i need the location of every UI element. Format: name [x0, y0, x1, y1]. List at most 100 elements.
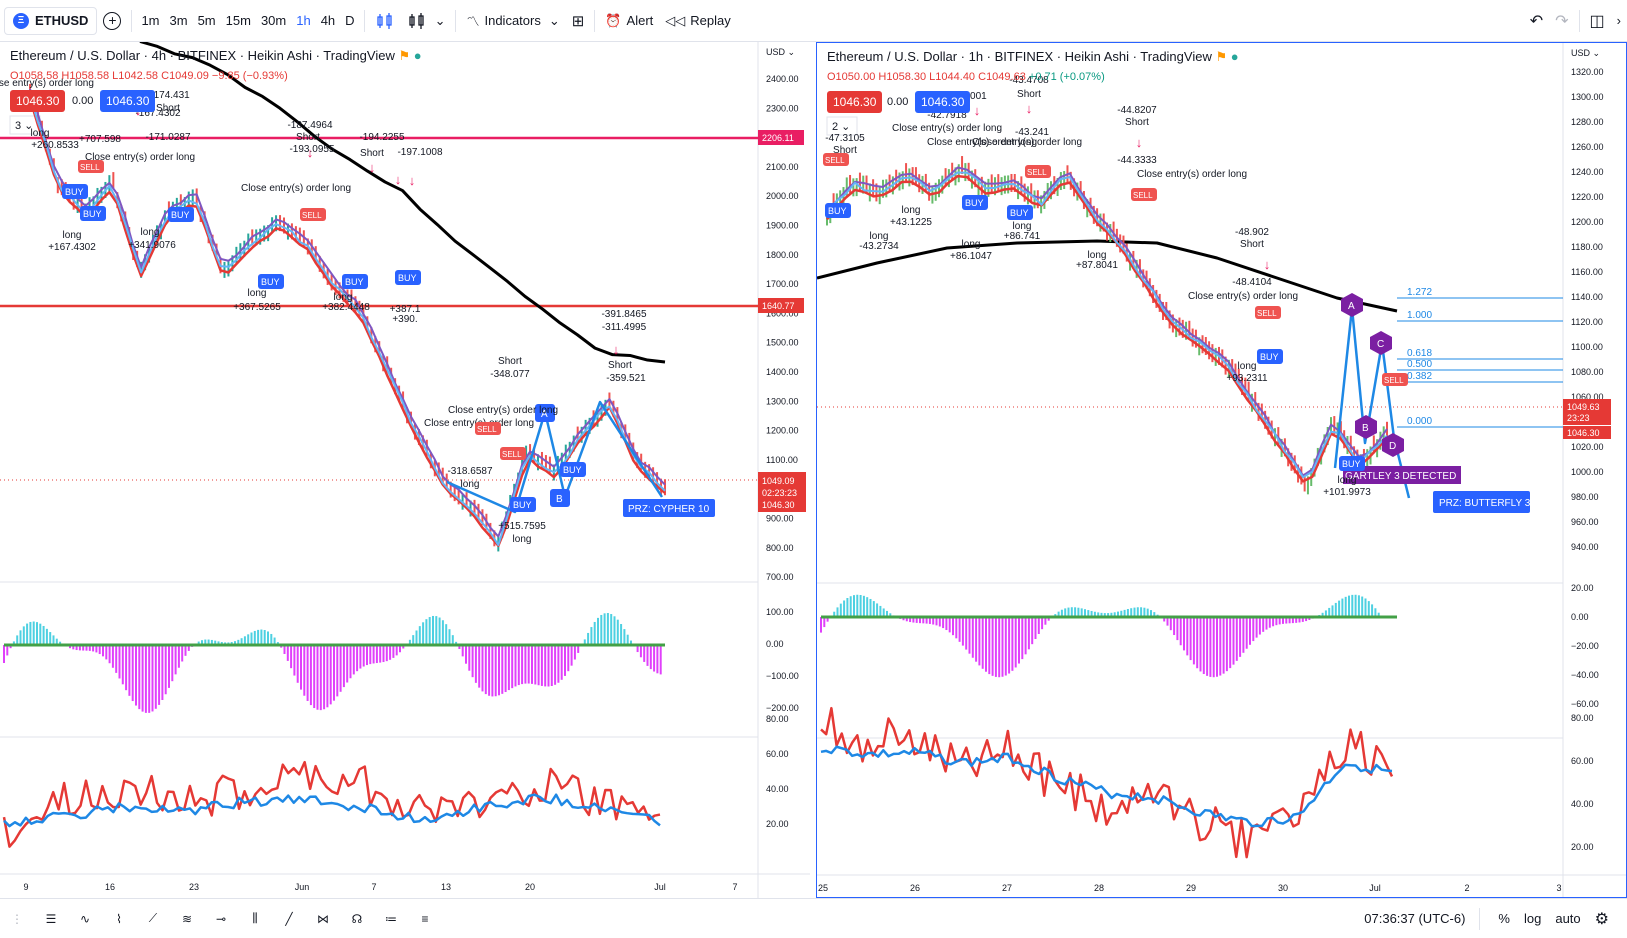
- undo-button[interactable]: ↶: [1524, 6, 1549, 36]
- rsi-signal-line: [3, 793, 661, 828]
- short-arrow-icon: ↓: [613, 342, 620, 357]
- time-tick-label: 9: [23, 882, 28, 892]
- open-value: O1050.00: [827, 71, 876, 83]
- sell-price-button[interactable]: 1046.30: [827, 91, 883, 113]
- bid-value: 1046.30: [1567, 428, 1600, 438]
- trade-annotation: Close entry(s) order long: [1137, 169, 1247, 180]
- buy-price-button[interactable]: 1046.30: [915, 91, 971, 113]
- settings-gear-icon[interactable]: ⚙: [1594, 910, 1609, 928]
- chart-pane-left[interactable]: USD ⌄2400.002300.002200.002100.002000.00…: [0, 42, 810, 898]
- price-tick-label: 1200.00: [766, 426, 799, 436]
- sell-signal-label: SELL: [302, 211, 322, 220]
- trend-angle-tool-icon[interactable]: ⟋: [148, 911, 158, 925]
- horizontal-ray-tool-icon[interactable]: ⊸: [215, 911, 227, 926]
- sell-price-button[interactable]: 1046.30: [10, 90, 66, 112]
- replay-button[interactable]: ◁◁ Replay: [659, 6, 736, 36]
- cyclic-lines-tool-icon[interactable]: ☊: [351, 911, 363, 926]
- compare-button[interactable]: +: [97, 6, 127, 36]
- chart-type-button[interactable]: [369, 6, 401, 36]
- last-price-tag: [758, 472, 806, 512]
- time-tick-label: 13: [441, 882, 451, 892]
- divider: [1578, 9, 1580, 32]
- settings-list-icon[interactable]: ≔: [385, 911, 397, 926]
- price-tick-label: 1260.00: [1571, 142, 1604, 152]
- trade-annotation: long: [902, 205, 921, 216]
- redo-button[interactable]: ↷: [1549, 6, 1574, 36]
- interval-1m[interactable]: 1m: [141, 13, 160, 28]
- trade-annotation: +707.598: [79, 134, 121, 145]
- more-button[interactable]: ›: [1611, 6, 1627, 36]
- chart-pane-right[interactable]: USD ⌄ 1320.00 1300.00 1280.00 1260.00 1240.00…: [816, 42, 1627, 898]
- trade-annotation: -174.431: [150, 90, 190, 101]
- interval-30m[interactable]: 30m: [260, 13, 287, 28]
- fib-level-label: 0.000: [1407, 416, 1432, 427]
- indicators-button[interactable]: 〽 Indicators ⌄: [460, 6, 565, 36]
- elliott-wave-tool-icon[interactable]: ⌇: [116, 911, 122, 926]
- buy-signal-label: BUY: [83, 209, 102, 219]
- price-tick-label: 2000.00: [766, 191, 799, 201]
- auto-toggle[interactable]: auto: [1555, 911, 1581, 926]
- layout-button[interactable]: ⊞: [566, 6, 591, 36]
- buy-signal-label: BUY: [345, 277, 364, 287]
- trendline-tool-icon[interactable]: ╱: [285, 911, 293, 926]
- chart-legend: Ethereum / U.S. Dollar · 4h · BITFINEX ·…: [10, 48, 422, 64]
- interval-4h[interactable]: 4h: [320, 13, 336, 28]
- rsi-line: [2, 760, 661, 848]
- fib-tool-icon[interactable]: ⫼: [252, 911, 258, 925]
- price-tick-label: 1700.00: [766, 279, 799, 289]
- short-arrow-icon: ↓: [1264, 257, 1271, 272]
- alert-button[interactable]: ⏰ Alert: [599, 6, 659, 36]
- time-tick-label: 29: [1186, 883, 1196, 893]
- split-layout-button[interactable]: ◫: [1584, 6, 1611, 36]
- xabcd-pattern-tool-icon[interactable]: ⋈: [317, 911, 329, 926]
- buy-price-button[interactable]: 1046.30: [100, 90, 156, 112]
- clock-time[interactable]: 07:36:37 (UTC-6): [1364, 911, 1466, 926]
- interval-3m[interactable]: 3m: [169, 13, 188, 28]
- percent-toggle[interactable]: %: [1498, 911, 1510, 926]
- price-tick-label: 1280.00: [1571, 117, 1604, 127]
- currency-label: USD ⌄: [766, 47, 795, 57]
- interval-d[interactable]: D: [345, 13, 355, 28]
- drag-handle-icon[interactable]: ⋮: [11, 911, 23, 926]
- interval-15m[interactable]: 15m: [225, 13, 251, 28]
- buy-signal-label: BUY: [1342, 459, 1361, 469]
- pattern-point-c: [1370, 331, 1392, 355]
- log-toggle[interactable]: log: [1523, 911, 1542, 926]
- replay-label: Replay: [690, 13, 731, 28]
- plus-circle-icon: +: [103, 11, 122, 30]
- price-tick-label: 800.00: [766, 543, 794, 553]
- chart-canvas-left[interactable]: USD ⌄2400.002300.002200.002100.002000.00…: [0, 42, 810, 898]
- rsi-tick-label: 60.00: [766, 749, 789, 759]
- pattern-point-a: [1341, 293, 1363, 317]
- horizontal-lines-tool-icon[interactable]: ☰: [45, 911, 57, 926]
- chart-canvas-right[interactable]: USD ⌄ 1320.00 1300.00 1280.00 1260.00 1240.00…: [817, 43, 1627, 898]
- trade-annotation: +367.5265: [233, 302, 281, 313]
- last-price-value: 1049.09: [762, 476, 795, 486]
- indicators-label: Indicators: [484, 13, 541, 28]
- trade-annotation: long: [248, 288, 267, 299]
- object-tree-icon[interactable]: ≡: [421, 911, 429, 926]
- interval-5m[interactable]: 5m: [197, 13, 216, 28]
- chevron-right-icon: ›: [1616, 13, 1621, 28]
- heikin-ashi-button[interactable]: ⌄: [401, 6, 452, 36]
- trade-annotation: long: [63, 230, 82, 241]
- symbol-search[interactable]: Ξ ETHUSD: [4, 6, 98, 35]
- buy-signal-label: BUY: [965, 198, 984, 208]
- rsi-line: [820, 706, 1394, 859]
- symbol-label: ETHUSD: [35, 13, 89, 28]
- trade-annotation: -391.8465: [601, 309, 646, 320]
- harmonic-pattern-line: [446, 400, 664, 514]
- short-arrow-icon: ↓: [1026, 101, 1033, 116]
- channel-tool-icon[interactable]: ≋: [181, 911, 193, 926]
- trade-annotation: -193.0955: [289, 144, 334, 155]
- fib-level-label: 1.272: [1407, 287, 1432, 298]
- buy-signal-label: BUY: [1010, 208, 1029, 218]
- prz-label: PRZ: BUTTERFLY 3: [1439, 498, 1531, 509]
- buy-signal-label: BUY: [1260, 352, 1279, 362]
- trade-annotation: long: [1088, 250, 1107, 261]
- rsi-signal-line: [820, 745, 1393, 828]
- interval-1h[interactable]: 1h: [296, 13, 311, 28]
- trade-annotation: long: [31, 128, 50, 139]
- sell-signal-label: SELL: [80, 163, 100, 172]
- abcd-pattern-tool-icon[interactable]: ∿: [79, 911, 91, 926]
